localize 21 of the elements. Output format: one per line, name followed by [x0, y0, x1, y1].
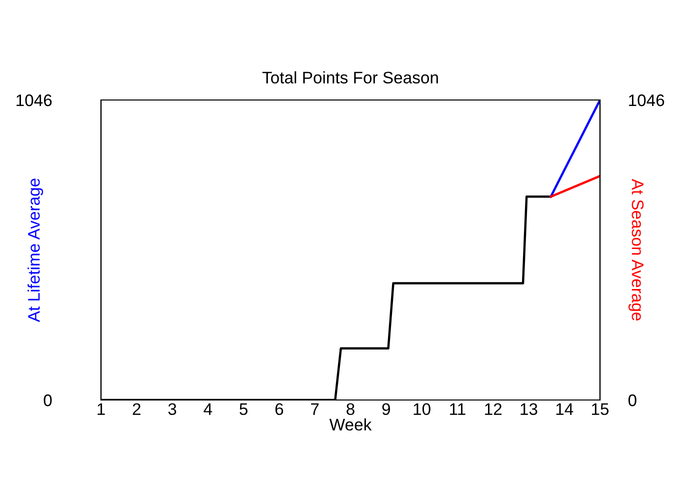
- x-tick-label: 7: [311, 403, 319, 415]
- x-tick-label: 3: [168, 403, 176, 416]
- x-tick-label: 6: [275, 403, 284, 416]
- x-tick-label: 8: [346, 403, 354, 416]
- y2-axis-title: At Season Average: [628, 178, 644, 320]
- y-axis-title: At Lifetime Average: [28, 178, 44, 322]
- x-tick-label: 2: [132, 403, 140, 415]
- x-tick-label: 5: [240, 403, 248, 416]
- y2-tick-label: 1046: [629, 94, 664, 106]
- x-tick-label: 9: [382, 403, 390, 416]
- x-tick-label: 4: [204, 403, 212, 415]
- x-tick-label: 11: [450, 403, 466, 415]
- x-tick-label: 13: [520, 403, 538, 416]
- y2-tick-label: 0: [628, 394, 636, 406]
- x-tick-label: 15: [592, 403, 609, 416]
- x-tick-label: 1: [98, 403, 105, 415]
- x-tick-label: 12: [485, 403, 502, 415]
- chart-title: Total Points For Season: [262, 71, 438, 84]
- x-tick-label: 14: [556, 403, 574, 415]
- x-tick-label: 10: [414, 403, 430, 416]
- x-axis-title: Week: [329, 418, 372, 431]
